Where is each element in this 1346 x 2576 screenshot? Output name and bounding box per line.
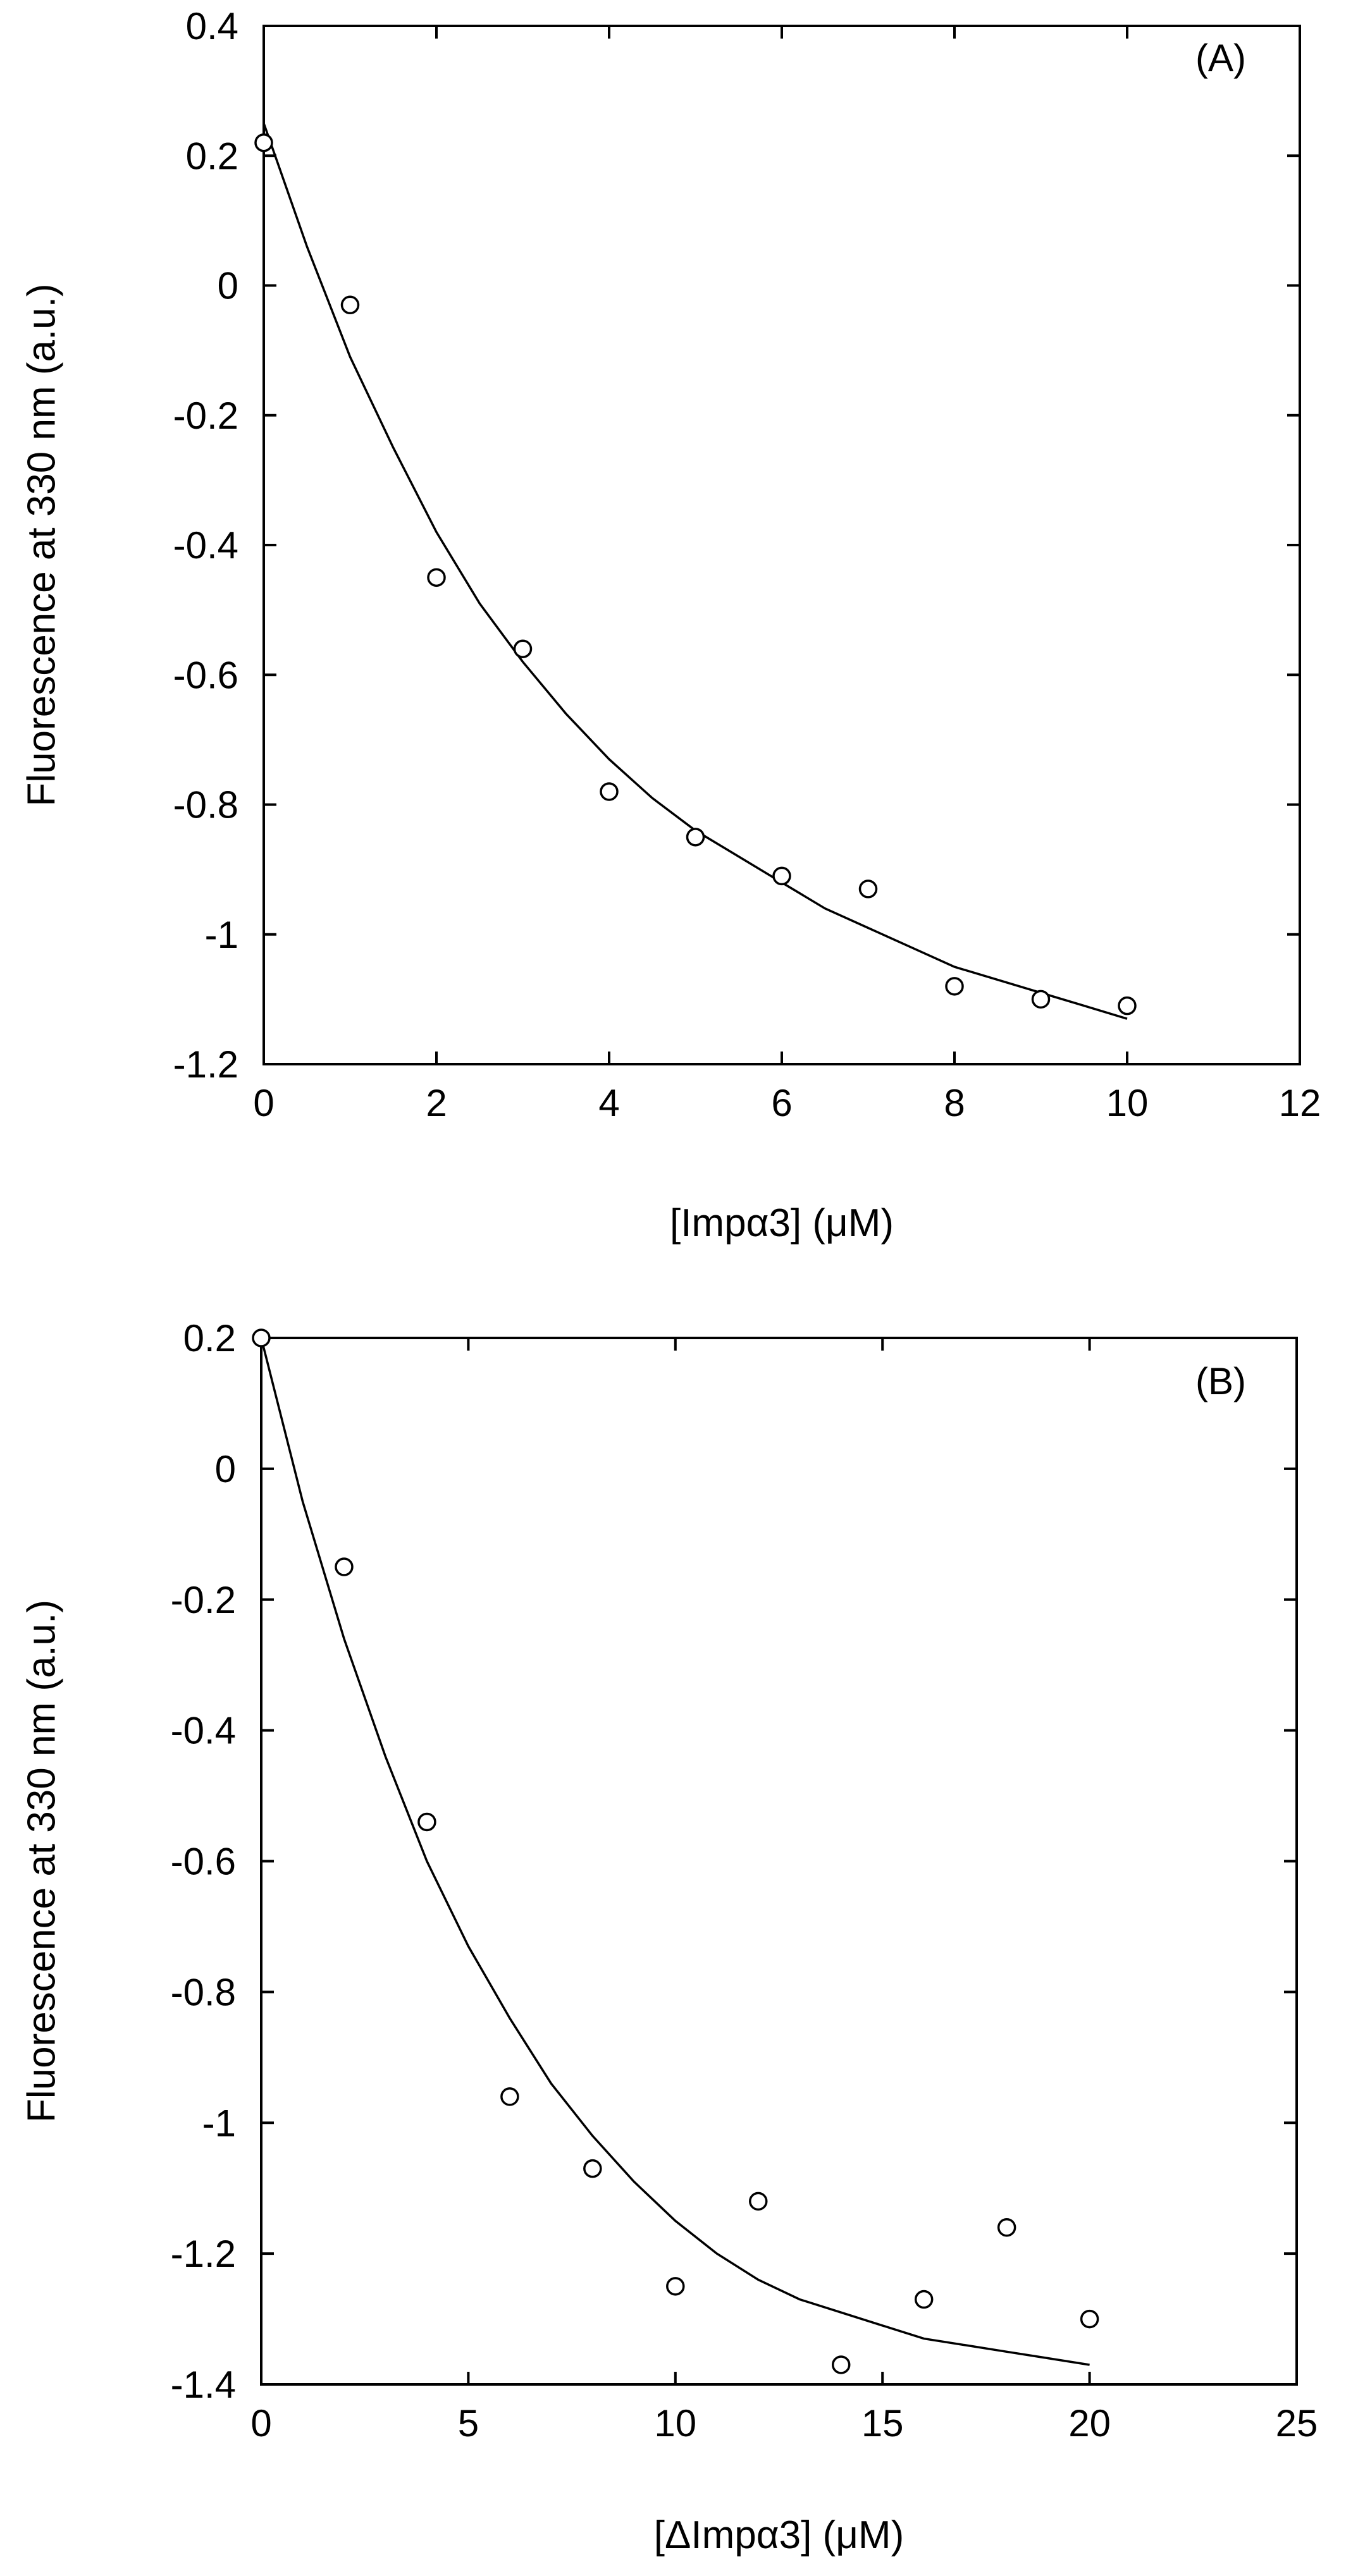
data-point-a — [340, 295, 360, 315]
data-point-b — [500, 2087, 519, 2106]
y-tick-label-b: -1 — [202, 2102, 236, 2144]
data-point-a — [254, 133, 273, 152]
x-axis-label-b: [ΔImpα3] (μM) — [654, 2513, 904, 2557]
data-point-b — [666, 2277, 685, 2296]
y-tick-label-b: -1.4 — [171, 2364, 236, 2406]
chart-panel-b: 0 5 10 15 20 25 -1.4 -1.2 -1 -0.8 -0.6 -0.4 -0.2 0 0.… — [20, 1317, 1318, 2557]
y-tick-label-b: 0 — [215, 1448, 236, 1490]
y-tick-label-a: -0.4 — [173, 524, 238, 567]
x-tick-label-b: 25 — [1276, 2402, 1318, 2444]
data-point-a — [772, 866, 791, 886]
data-point-b — [417, 1812, 436, 1832]
y-tick-label-a: -0.2 — [173, 395, 238, 437]
fit-curve-b — [260, 1337, 1090, 2366]
x-tick-label-b: 15 — [861, 2402, 904, 2444]
x-tick-label-a: 2 — [426, 1082, 447, 1124]
y-tick-label-b: -0.8 — [171, 1971, 236, 2013]
x-axis-label-a: [Impα3] (μM) — [670, 1201, 894, 1245]
y-tick-label-b: -0.2 — [171, 1579, 236, 1621]
data-point-a — [600, 782, 619, 801]
data-point-a — [945, 977, 964, 996]
x-tick-label-b: 10 — [654, 2402, 696, 2444]
x-tick-label-a: 4 — [598, 1082, 619, 1124]
y-tick-label-b: -0.6 — [171, 1841, 236, 1883]
panel-label-b: (B) — [1195, 1360, 1246, 1402]
y-axis-label-a: Fluorescence at 330 nm (a.u.) — [20, 283, 63, 806]
y-tick-label-a: -1.2 — [173, 1043, 238, 1086]
chart-panel-a: 0 2 4 6 8 10 12 -1.2-1-0.8-0.6-0.4-0.200.20.4 … — [20, 5, 1321, 1245]
data-point-b — [583, 2159, 602, 2178]
x-tick-label-b: 20 — [1068, 2402, 1111, 2444]
y-tick-labels-b: -1.4 -1.2 -1 -0.8 -0.6 -0.4 -0.2 0 0.2 — [171, 1317, 236, 2406]
y-tick-label-a: 0.2 — [186, 135, 238, 177]
x-tick-label-a: 12 — [1279, 1082, 1321, 1124]
x-tick-labels-a: 0 2 4 6 8 10 12 — [253, 1082, 1321, 1124]
y-tick-label-a: 0.4 — [186, 5, 238, 47]
x-tick-label-a: 0 — [253, 1082, 274, 1124]
y-tick-label-b: -1.2 — [171, 2233, 236, 2275]
x-tick-label-a: 6 — [771, 1082, 792, 1124]
data-point-a — [686, 828, 705, 847]
x-tick-label-a: 8 — [944, 1082, 965, 1124]
data-point-b — [749, 2192, 768, 2211]
data-point-b — [1080, 2309, 1099, 2329]
tick-marks-a — [262, 25, 1301, 1065]
x-tick-label-b: 5 — [458, 2402, 479, 2444]
x-tick-labels-b: 0 5 10 15 20 25 — [250, 2402, 1318, 2444]
data-point-b — [335, 1557, 354, 1576]
y-tick-label-a: -1 — [205, 914, 238, 956]
data-point-b — [252, 1328, 271, 1347]
y-axis-label-b: Fluorescence at 330 nm (a.u.) — [20, 1600, 63, 2123]
x-tick-label-b: 0 — [250, 2402, 271, 2444]
y-tick-label-a: -0.6 — [173, 654, 238, 696]
y-tick-label-b: -0.4 — [171, 1710, 236, 1752]
data-points-a — [254, 133, 1137, 1015]
x-tick-label-a: 10 — [1106, 1082, 1149, 1124]
data-point-a — [513, 639, 533, 658]
data-points-b — [252, 1328, 1099, 2374]
data-point-b — [831, 2355, 851, 2374]
y-tick-label-b: 0.2 — [183, 1317, 236, 1359]
data-point-b — [997, 2218, 1016, 2237]
y-tick-label-a: -0.8 — [173, 784, 238, 826]
data-point-a — [1118, 996, 1137, 1015]
data-point-a — [1031, 990, 1051, 1009]
data-point-b — [914, 2290, 934, 2309]
panel-label-a: (A) — [1195, 37, 1246, 79]
data-point-a — [427, 568, 446, 587]
tick-marks-b — [260, 1337, 1298, 2386]
data-point-a — [858, 880, 878, 899]
y-tick-label-a: 0 — [218, 265, 238, 307]
y-tick-labels-a: -1.2 -1 -0.8 -0.6 -0.4 -0.2 0 0.2 0.4 — [173, 5, 238, 1086]
